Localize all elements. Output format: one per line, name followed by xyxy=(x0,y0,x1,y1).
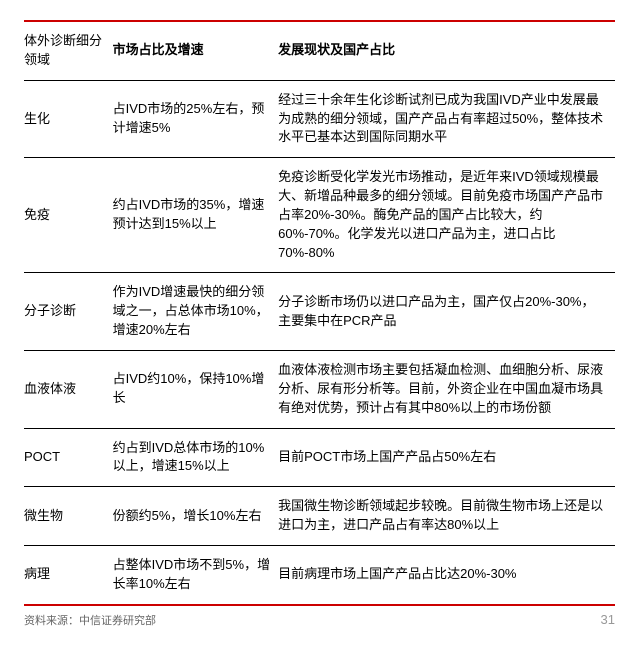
cell-segment: 微生物 xyxy=(24,487,113,546)
cell-status: 分子诊断市场仍以进口产品为主，国产仅占20%-30%，主要集中在PCR产品 xyxy=(278,273,615,351)
table-row: 血液体液 占IVD约10%，保持10%增长 血液体液检测市场主要包括凝血检测、血… xyxy=(24,350,615,428)
ivd-segment-table: 体外诊断细分领域 市场占比及增速 发展现状及国产占比 生化 占IVD市场的25%… xyxy=(24,22,615,604)
table-row: 分子诊断 作为IVD增速最快的细分领域之一，占总体市场10%，增速20%左右 分… xyxy=(24,273,615,351)
cell-status: 免疫诊断受化学发光市场推动，是近年来IVD领域规模最大、新增品种最多的细分领域。… xyxy=(278,158,615,273)
cell-status: 目前病理市场上国产产品占比达20%-30% xyxy=(278,545,615,603)
table-header-row: 体外诊断细分领域 市场占比及增速 发展现状及国产占比 xyxy=(24,22,615,80)
table-row: 微生物 份额约5%，增长10%左右 我国微生物诊断领域起步较晚。目前微生物市场上… xyxy=(24,487,615,546)
cell-segment: 免疫 xyxy=(24,158,113,273)
cell-share: 约占IVD市场的35%，增速预计达到15%以上 xyxy=(113,158,278,273)
table-row: 病理 占整体IVD市场不到5%，增长率10%左右 目前病理市场上国产产品占比达2… xyxy=(24,545,615,603)
cell-share: 占整体IVD市场不到5%，增长率10%左右 xyxy=(113,545,278,603)
header-status: 发展现状及国产占比 xyxy=(278,22,615,80)
cell-segment: 分子诊断 xyxy=(24,273,113,351)
table-row: POCT 约占到IVD总体市场的10%以上，增速15%以上 目前POCT市场上国… xyxy=(24,428,615,487)
cell-segment: 生化 xyxy=(24,80,113,158)
cell-status: 目前POCT市场上国产产品占50%左右 xyxy=(278,428,615,487)
table-row: 免疫 约占IVD市场的35%，增速预计达到15%以上 免疫诊断受化学发光市场推动… xyxy=(24,158,615,273)
table-row: 生化 占IVD市场的25%左右，预计增速5% 经过三十余年生化诊断试剂已成为我国… xyxy=(24,80,615,158)
cell-share: 约占到IVD总体市场的10%以上，增速15%以上 xyxy=(113,428,278,487)
header-share: 市场占比及增速 xyxy=(113,22,278,80)
cell-segment: 血液体液 xyxy=(24,350,113,428)
cell-segment: POCT xyxy=(24,428,113,487)
footer-row: 资料来源：中信证券研究部 31 xyxy=(24,612,615,628)
cell-status: 我国微生物诊断领域起步较晚。目前微生物市场上还是以进口为主，进口产品占有率达80… xyxy=(278,487,615,546)
cell-share: 占IVD约10%，保持10%增长 xyxy=(113,350,278,428)
bottom-accent-border xyxy=(24,604,615,606)
header-segment: 体外诊断细分领域 xyxy=(24,22,113,80)
cell-segment: 病理 xyxy=(24,545,113,603)
cell-share: 份额约5%，增长10%左右 xyxy=(113,487,278,546)
cell-status: 血液体液检测市场主要包括凝血检测、血细胞分析、尿液分析、尿有形分析等。目前，外资… xyxy=(278,350,615,428)
cell-status: 经过三十余年生化诊断试剂已成为我国IVD产业中发展最为成熟的细分领域，国产产品占… xyxy=(278,80,615,158)
page-number: 31 xyxy=(601,612,615,627)
cell-share: 作为IVD增速最快的细分领域之一，占总体市场10%，增速20%左右 xyxy=(113,273,278,351)
source-label: 资料来源：中信证券研究部 xyxy=(24,612,156,628)
cell-share: 占IVD市场的25%左右，预计增速5% xyxy=(113,80,278,158)
